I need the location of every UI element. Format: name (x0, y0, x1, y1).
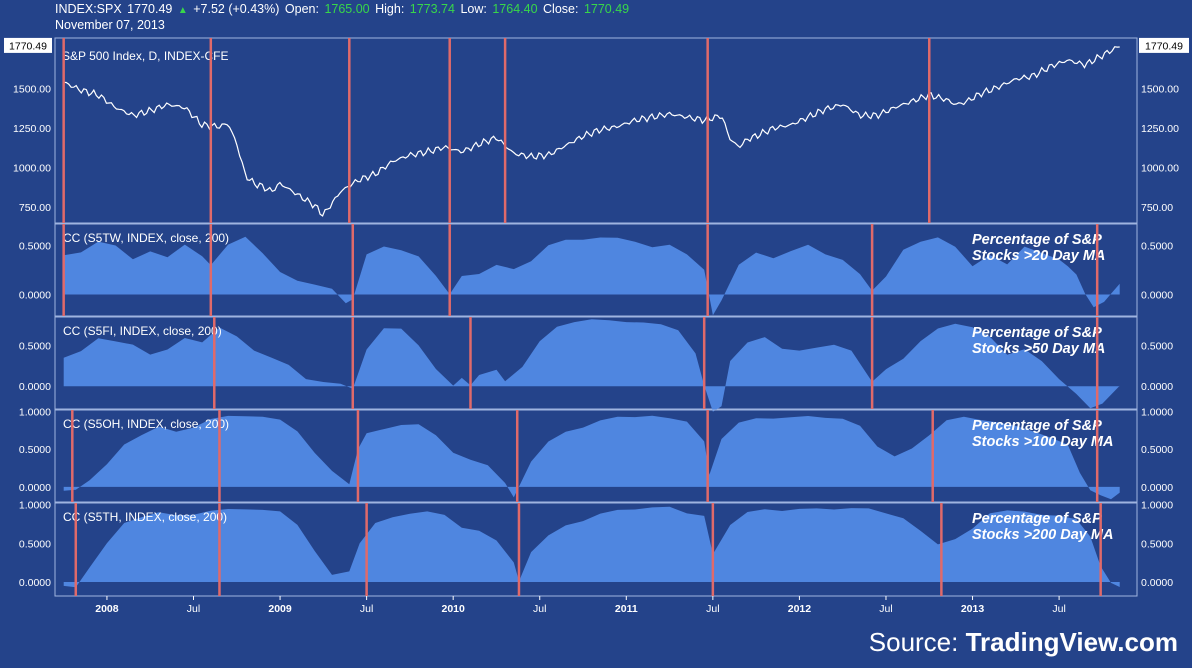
panel-title-1: CC (S5TW, INDEX, close, 200) (63, 231, 229, 245)
symbol-name: INDEX:SPX (55, 2, 122, 16)
high-label: High: (375, 2, 405, 16)
panel-title-2: CC (S5FI, INDEX, close, 200) (63, 324, 222, 338)
x-tick-label-3: Jul (360, 603, 373, 615)
y-tick-right-3-0: 1.0000 (1141, 407, 1173, 419)
y-tick-right-1-1: 0.0000 (1141, 289, 1173, 301)
y-tick-right-4-2: 0.0000 (1141, 577, 1173, 589)
y-tick-right-2-0: 0.5000 (1141, 340, 1173, 352)
panel-title-0: S&P 500 Index, D, INDEX-CFE (62, 49, 229, 63)
y-tick-left-3-2: 0.0000 (19, 482, 51, 494)
source-credit: Source: TradingView.com (869, 627, 1178, 658)
y-tick-right-1-0: 0.5000 (1141, 241, 1173, 253)
y-tick-right-0-2: 1000.00 (1141, 163, 1179, 175)
x-tick-label-11: Jul (1052, 603, 1065, 615)
panel-border-2 (54, 316, 1138, 410)
y-tick-right-3-2: 0.0000 (1141, 482, 1173, 494)
y-tick-left-3-0: 1.0000 (19, 407, 51, 419)
y-tick-left-4-0: 1.0000 (19, 500, 51, 512)
y-tick-right-2-1: 0.0000 (1141, 381, 1173, 393)
x-tick-label-4: 2010 (441, 603, 465, 615)
spx-price-line (63, 46, 1120, 217)
last-price: 1770.49 (127, 2, 173, 16)
last-value-label-left: 1770.49 (9, 40, 47, 52)
x-tick-label-10: 2013 (961, 603, 985, 615)
panel-annotation-2-1: Stocks >50 Day MA (972, 341, 1105, 357)
open-label: Open: (284, 2, 319, 16)
y-tick-left-0-2: 1000.00 (13, 163, 51, 175)
y-tick-right-0-3: 750.00 (1141, 202, 1173, 214)
y-tick-left-0-1: 1250.00 (13, 123, 51, 135)
x-tick-label-2: 2009 (268, 603, 292, 615)
x-tick-label-6: 2011 (615, 603, 638, 615)
open-value: 1765.00 (324, 2, 370, 16)
close-label: Close: (543, 2, 579, 16)
panel-border-4 (54, 502, 1138, 597)
last-value-box-left (4, 37, 52, 53)
y-tick-left-2-0: 0.5000 (19, 340, 51, 352)
x-tick-label-5: Jul (533, 603, 546, 615)
breadth-area-1 (63, 236, 1120, 316)
panel-annotation-3-1: Stocks >100 Day MA (972, 434, 1113, 450)
up-arrow-icon: ▲ (177, 5, 188, 16)
x-tick-label-8: 2012 (788, 603, 812, 615)
panel-border-0 (54, 37, 1138, 224)
panel-annotation-1-0: Percentage of S&P (972, 232, 1102, 248)
date-label: November 07, 2013 (55, 18, 165, 32)
y-tick-right-4-0: 1.0000 (1141, 500, 1173, 512)
last-value-label-right: 1770.49 (1145, 40, 1183, 52)
x-tick-label-1: Jul (187, 603, 200, 615)
panel-border-1 (54, 223, 1138, 317)
x-tick-label-9: Jul (879, 603, 892, 615)
x-tick-label-0: 2008 (95, 603, 119, 615)
price-change: +7.52 (+0.43%) (193, 2, 280, 16)
panel-border-3 (54, 409, 1138, 503)
symbol-header: INDEX:SPX 1770.49 ▲ +7.52 (+0.43%) Open:… (55, 2, 631, 16)
breadth-area-2 (63, 319, 1120, 412)
last-value-box-right (1139, 37, 1189, 53)
panel-annotation-1-1: Stocks >20 Day MA (972, 248, 1105, 264)
panel-annotation-3-0: Percentage of S&P (972, 418, 1102, 434)
x-tick-label-7: Jul (706, 603, 719, 615)
y-tick-left-1-1: 0.0000 (19, 289, 51, 301)
source-prefix: Source: (868, 627, 966, 657)
panel-annotation-4-0: Percentage of S&P (972, 511, 1102, 527)
close-value: 1770.49 (583, 2, 630, 16)
y-tick-left-3-1: 0.5000 (19, 444, 51, 456)
y-tick-left-2-1: 0.0000 (19, 381, 51, 393)
breadth-area-3 (63, 415, 1120, 500)
panel-annotation-2-0: Percentage of S&P (972, 325, 1102, 341)
y-tick-left-1-0: 0.5000 (19, 241, 51, 253)
panel-annotation-4-1: Stocks >200 Day MA (972, 527, 1113, 543)
y-tick-left-4-1: 0.5000 (19, 538, 51, 550)
low-label: Low: (460, 2, 487, 16)
y-tick-right-0-0: 1500.00 (1141, 84, 1179, 96)
y-tick-left-0-0: 1500.00 (13, 84, 51, 96)
y-tick-right-0-1: 1250.00 (1141, 123, 1179, 135)
y-tick-left-4-2: 0.0000 (19, 577, 51, 589)
high-value: 1773.74 (409, 2, 455, 16)
panel-title-4: CC (S5TH, INDEX, close, 200) (63, 510, 227, 524)
y-tick-right-4-1: 0.5000 (1141, 538, 1173, 550)
y-tick-right-3-1: 0.5000 (1141, 444, 1173, 456)
source-brand: TradingView.com (965, 627, 1178, 657)
low-value: 1764.40 (492, 2, 538, 16)
breadth-area-4 (63, 506, 1120, 588)
panel-title-3: CC (S5OH, INDEX, close, 200) (63, 417, 229, 431)
y-tick-left-0-3: 750.00 (19, 202, 51, 214)
